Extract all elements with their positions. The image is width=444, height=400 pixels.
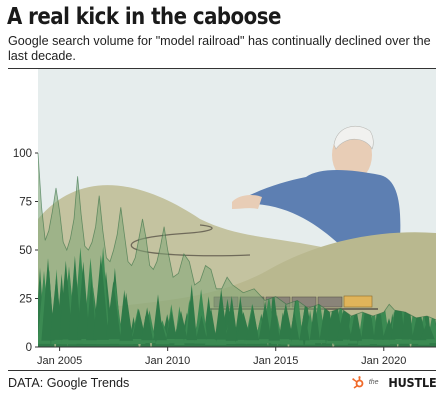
tree-mark bbox=[77, 261, 90, 339]
tree-mark bbox=[289, 310, 300, 340]
x-tick-label: Jan 2005 bbox=[37, 355, 82, 367]
tree-mark bbox=[225, 295, 238, 341]
y-tick-label: 50 bbox=[19, 245, 32, 257]
tree-mark bbox=[196, 315, 207, 340]
winding-track bbox=[130, 224, 251, 257]
tree-mark bbox=[205, 308, 217, 340]
chart-title: A real kick in the caboose bbox=[7, 4, 281, 30]
grandpa-shirt bbox=[246, 170, 401, 245]
tree-mark bbox=[309, 299, 320, 340]
y-tick-label: 75 bbox=[19, 197, 32, 209]
x-tick-label: Jan 2015 bbox=[253, 355, 298, 367]
tree-mark bbox=[174, 310, 188, 340]
data-source: DATA: Google Trends bbox=[8, 376, 130, 390]
tree-mark bbox=[41, 258, 55, 341]
tree-mark bbox=[214, 288, 228, 340]
bottom-divider bbox=[8, 370, 436, 371]
grandpa-hair bbox=[333, 125, 374, 150]
tree-mark bbox=[349, 306, 362, 341]
grandpa-arm bbox=[232, 194, 262, 209]
tree-mark bbox=[132, 308, 146, 339]
tree-mark bbox=[119, 292, 133, 341]
tree-mark bbox=[299, 309, 310, 341]
tree-mark bbox=[236, 311, 251, 340]
tree-mark bbox=[86, 278, 97, 341]
tree-mark bbox=[373, 296, 384, 340]
tree-mark bbox=[152, 316, 167, 341]
tree-marks bbox=[38, 246, 436, 347]
y-axis: 0 25 50 75 100 bbox=[13, 148, 38, 354]
search-volume-line bbox=[37, 152, 437, 321]
x-tick-label: Jan 2010 bbox=[145, 355, 190, 367]
x-axis: Jan 2005 Jan 2010 Jan 2015 Jan 2020 bbox=[37, 347, 406, 367]
tree-mark bbox=[68, 255, 82, 341]
tree-mark bbox=[166, 311, 177, 339]
search-volume-area bbox=[38, 153, 436, 347]
tree-mark bbox=[59, 260, 73, 340]
tree-mark bbox=[258, 301, 272, 340]
tree-mark bbox=[420, 320, 435, 340]
tree-mark bbox=[105, 281, 121, 340]
tree-mark bbox=[411, 306, 427, 341]
top-divider bbox=[8, 68, 436, 69]
tree-mark bbox=[186, 284, 197, 341]
x-tick-label: Jan 2020 bbox=[361, 355, 406, 367]
tree-mark bbox=[278, 303, 294, 340]
chart-subtitle: Google search volume for "model railroad… bbox=[8, 34, 431, 63]
tree-mark bbox=[246, 305, 260, 341]
tree-mark bbox=[141, 307, 153, 341]
tree-mark bbox=[268, 294, 280, 341]
y-tick-label: 100 bbox=[13, 148, 32, 160]
tree-mark bbox=[336, 306, 353, 340]
brand-prefix: the bbox=[368, 379, 379, 386]
tree-mark bbox=[49, 275, 63, 340]
y-tick-label: 25 bbox=[19, 294, 32, 306]
y-tick-label: 0 bbox=[26, 342, 32, 354]
brand-logo: the HUSTLE bbox=[352, 375, 436, 390]
hubspot-sprocket-icon bbox=[352, 376, 364, 389]
tree-mark bbox=[327, 291, 343, 341]
brand-name: HUSTLE bbox=[387, 375, 436, 390]
tree-mark bbox=[93, 255, 109, 340]
